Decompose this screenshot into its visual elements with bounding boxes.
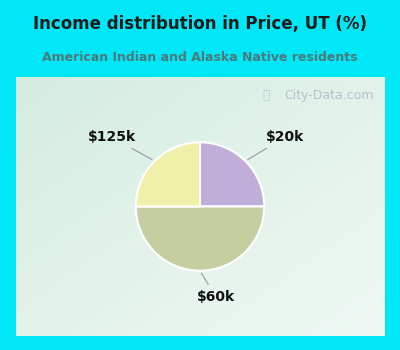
Text: Income distribution in Price, UT (%): Income distribution in Price, UT (%) — [33, 14, 367, 33]
Text: City-Data.com: City-Data.com — [285, 89, 374, 101]
Text: ⦿: ⦿ — [262, 89, 270, 101]
Wedge shape — [136, 206, 264, 271]
Text: $20k: $20k — [248, 130, 304, 160]
Wedge shape — [136, 142, 200, 206]
Wedge shape — [200, 142, 264, 206]
Text: $125k: $125k — [88, 130, 152, 160]
Text: American Indian and Alaska Native residents: American Indian and Alaska Native reside… — [42, 51, 358, 64]
Text: $60k: $60k — [196, 273, 235, 304]
